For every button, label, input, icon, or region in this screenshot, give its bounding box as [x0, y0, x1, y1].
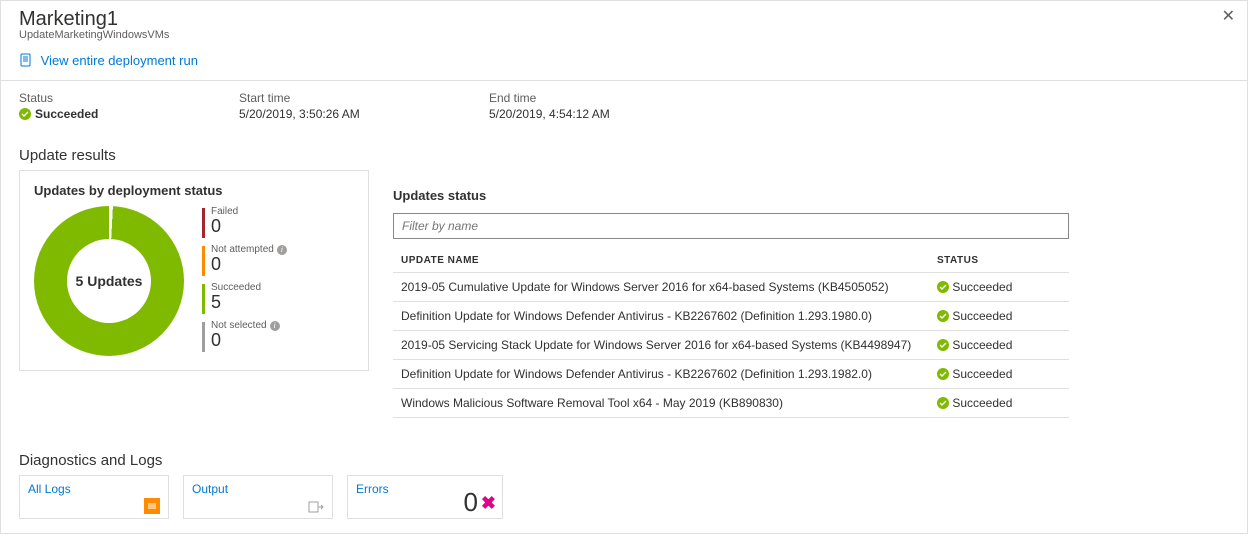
status-value: Succeeded [19, 107, 98, 121]
errors-tile[interactable]: Errors 0 ✖ [347, 475, 503, 519]
info-icon[interactable]: i [277, 245, 287, 255]
status-text: Succeeded [949, 309, 1012, 323]
legend-text: Not selectedi0 [211, 320, 280, 349]
start-time-label: Start time [239, 91, 489, 105]
success-check-icon [937, 281, 949, 293]
legend-text: Succeeded5 [211, 282, 261, 311]
table-row[interactable]: 2019-05 Cumulative Update for Windows Se… [393, 273, 1069, 302]
legend-label: Not attemptedi [211, 244, 287, 255]
legend-color-bar [202, 208, 205, 238]
blade-header: Marketing1 UpdateMarketingWindowsVMs ✕ [1, 1, 1247, 49]
legend-value: 5 [211, 293, 261, 311]
status-text: Succeeded [949, 338, 1012, 352]
deployment-blade: Marketing1 UpdateMarketingWindowsVMs ✕ V… [0, 0, 1248, 534]
status-text: Succeeded [35, 107, 98, 121]
update-name-cell: 2019-05 Cumulative Update for Windows Se… [393, 273, 929, 302]
col-status[interactable]: STATUS [929, 245, 1069, 273]
legend-text: Failed0 [211, 206, 238, 235]
updates-table: UPDATE NAME STATUS 2019-05 Cumulative Up… [393, 245, 1069, 418]
update-status-cell: Succeeded [929, 360, 1069, 389]
legend: Failed0Not attemptedi0Succeeded5Not sele… [202, 206, 287, 356]
success-check-icon [937, 368, 949, 380]
update-status-cell: Succeeded [929, 331, 1069, 360]
table-row[interactable]: 2019-05 Servicing Stack Update for Windo… [393, 331, 1069, 360]
errors-count: 0 [464, 487, 478, 518]
success-check-icon [937, 397, 949, 409]
page-subtitle: UpdateMarketingWindowsVMs [19, 29, 1229, 41]
updates-status-column: Updates status UPDATE NAME STATUS 2019-0… [393, 170, 1093, 418]
table-row[interactable]: Definition Update for Windows Defender A… [393, 302, 1069, 331]
status-text: Succeeded [949, 367, 1012, 381]
legend-value: 0 [211, 331, 280, 349]
update-status-cell: Succeeded [929, 302, 1069, 331]
legend-item: Succeeded5 [202, 282, 287, 314]
end-time-value: 5/20/2019, 4:54:12 AM [489, 107, 709, 121]
table-row[interactable]: Definition Update for Windows Defender A… [393, 360, 1069, 389]
document-icon [19, 53, 33, 70]
card-title: Updates by deployment status [34, 183, 354, 198]
summary-row: Status Succeeded Start time 5/20/2019, 3… [1, 81, 1247, 121]
update-name-cell: Definition Update for Windows Defender A… [393, 360, 929, 389]
command-bar: View entire deployment run [1, 49, 1247, 81]
logs-icon [144, 498, 160, 514]
legend-item: Not selectedi0 [202, 320, 287, 352]
status-block: Status Succeeded [19, 91, 239, 121]
end-time-block: End time 5/20/2019, 4:54:12 AM [489, 91, 709, 121]
legend-value: 0 [211, 255, 287, 273]
status-label: Status [19, 91, 239, 105]
all-logs-label: All Logs [28, 482, 71, 496]
all-logs-tile[interactable]: All Logs [19, 475, 169, 519]
view-deployment-run-link[interactable]: View entire deployment run [41, 53, 198, 68]
export-icon [308, 500, 324, 514]
update-name-cell: Windows Malicious Software Removal Tool … [393, 389, 929, 418]
col-update-name[interactable]: UPDATE NAME [393, 245, 929, 273]
status-text: Succeeded [949, 396, 1012, 410]
donut-center-label: 5 Updates [76, 273, 143, 289]
legend-label: Not selectedi [211, 320, 280, 331]
diagnostics-tiles: All Logs Output Errors 0 ✖ [1, 475, 1247, 533]
start-time-block: Start time 5/20/2019, 3:50:26 AM [239, 91, 489, 121]
errors-label: Errors [356, 482, 389, 496]
success-check-icon [937, 339, 949, 351]
success-check-icon [937, 310, 949, 322]
updates-by-status-card: Updates by deployment status 5 Updates F… [19, 170, 369, 371]
table-row[interactable]: Windows Malicious Software Removal Tool … [393, 389, 1069, 418]
legend-text: Not attemptedi0 [211, 244, 287, 273]
success-check-icon [19, 108, 31, 120]
legend-color-bar [202, 284, 205, 314]
update-results-title: Update results [1, 121, 1247, 170]
results-row: Updates by deployment status 5 Updates F… [1, 170, 1247, 418]
donut-chart: 5 Updates [34, 206, 184, 356]
legend-value: 0 [211, 217, 238, 235]
legend-item: Failed0 [202, 206, 287, 238]
output-tile[interactable]: Output [183, 475, 333, 519]
update-status-cell: Succeeded [929, 389, 1069, 418]
update-name-cell: 2019-05 Servicing Stack Update for Windo… [393, 331, 929, 360]
legend-item: Not attemptedi0 [202, 244, 287, 276]
page-title: Marketing1 [19, 7, 1229, 31]
error-x-icon: ✖ [481, 493, 496, 514]
output-label: Output [192, 482, 228, 496]
start-time-value: 5/20/2019, 3:50:26 AM [239, 107, 489, 121]
info-icon[interactable]: i [270, 321, 280, 331]
legend-color-bar [202, 246, 205, 276]
filter-by-name-input[interactable] [393, 213, 1069, 239]
updates-status-title: Updates status [393, 170, 1093, 213]
diagnostics-title: Diagnostics and Logs [1, 418, 1247, 475]
update-name-cell: Definition Update for Windows Defender A… [393, 302, 929, 331]
close-icon[interactable]: ✕ [1222, 9, 1235, 25]
legend-color-bar [202, 322, 205, 352]
update-status-cell: Succeeded [929, 273, 1069, 302]
end-time-label: End time [489, 91, 709, 105]
status-text: Succeeded [949, 280, 1012, 294]
